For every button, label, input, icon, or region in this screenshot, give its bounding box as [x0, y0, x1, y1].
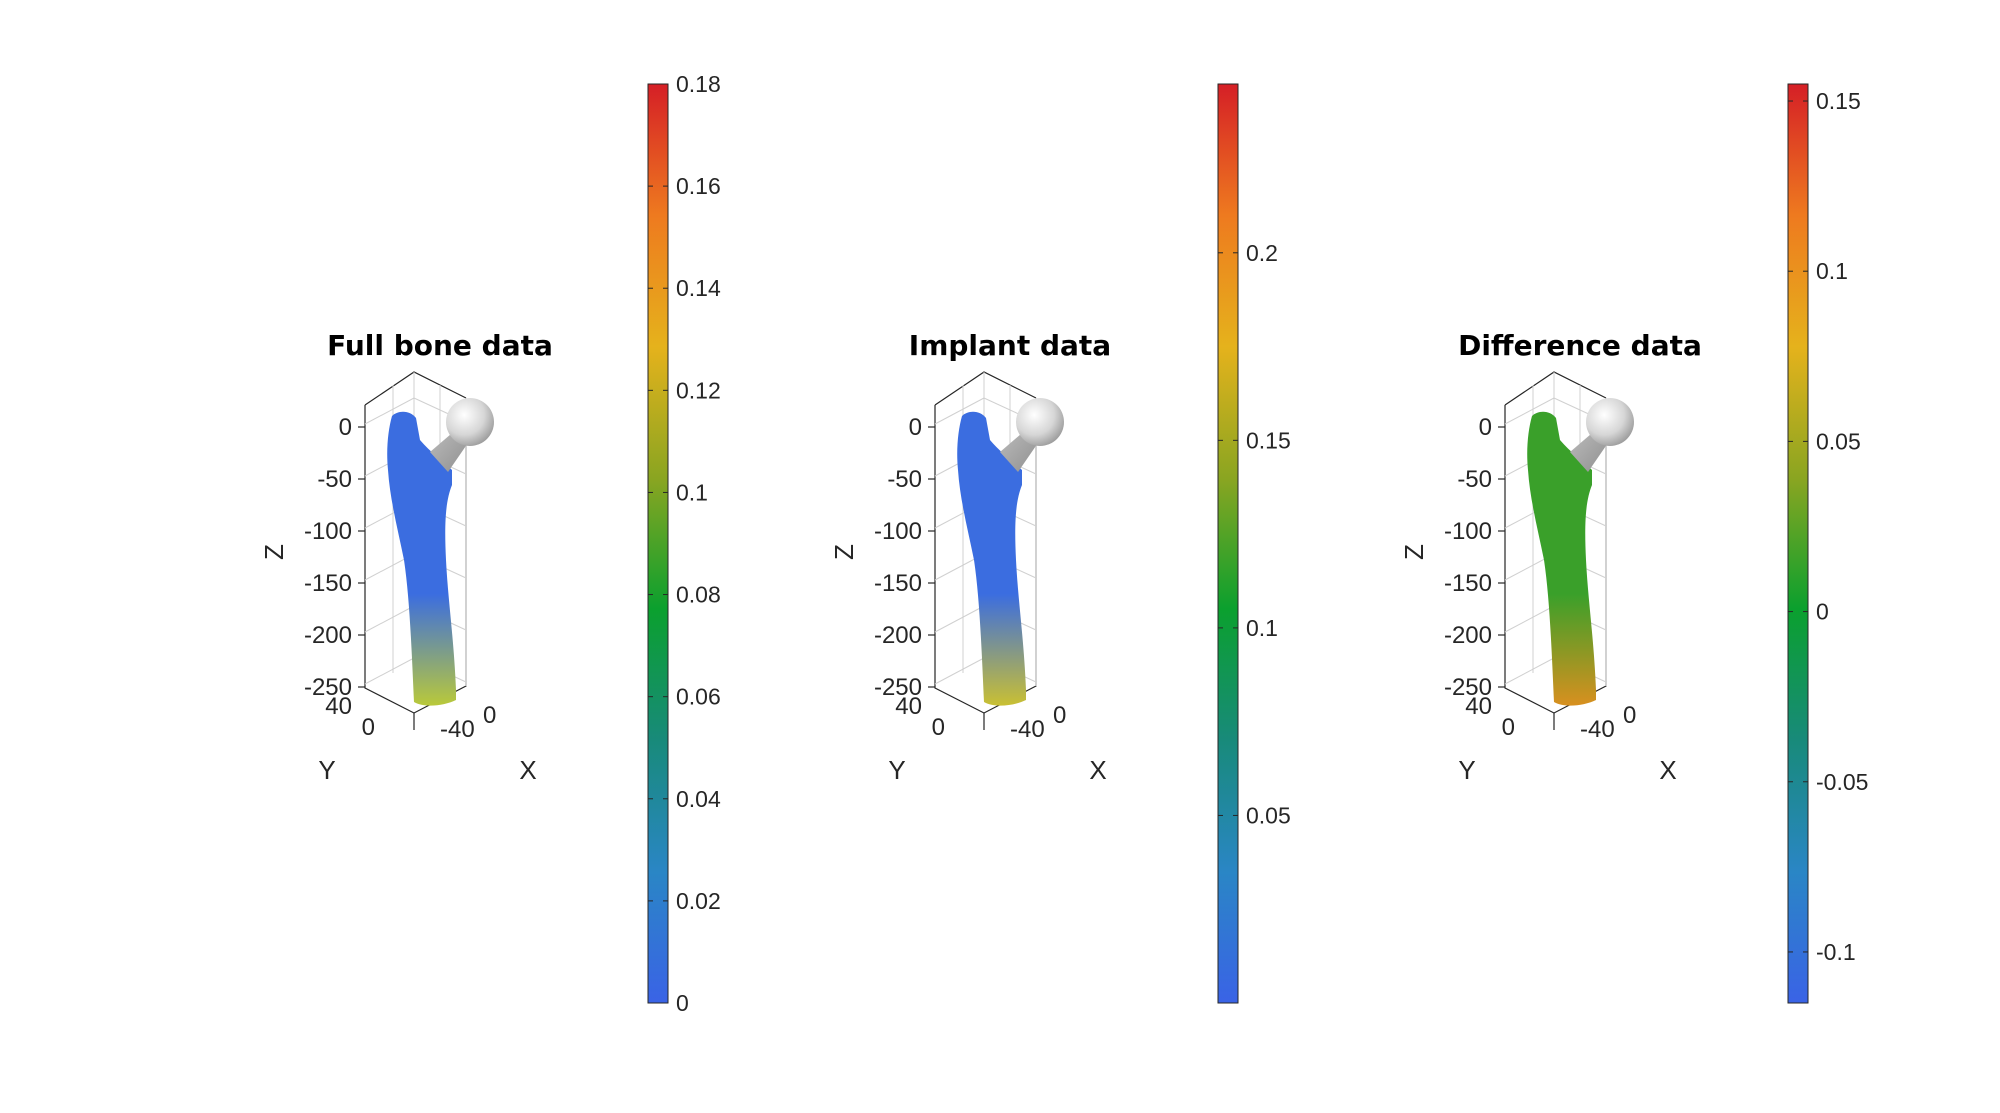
- x-tick-label: -40: [1580, 716, 1615, 743]
- colorbar-tick-label: 0.2: [1246, 240, 1278, 266]
- y-tick-label: 0: [932, 714, 945, 741]
- panel-title: Implant data: [909, 329, 1111, 362]
- bone-shaft: [957, 411, 1026, 706]
- z-tick-label: -50: [317, 466, 352, 493]
- colorbar-tick-label: 0.15: [1816, 88, 1861, 114]
- bone-surface: [1527, 398, 1634, 706]
- z-tick-label: 0: [1479, 414, 1492, 441]
- y-axis-label: Y: [318, 755, 335, 785]
- y-tick-label: 0: [362, 714, 375, 741]
- femoral-head: [1586, 398, 1634, 446]
- z-tick-label: -100: [1444, 518, 1492, 545]
- colorbar-tick-label: 0.06: [676, 684, 721, 710]
- z-tick-label: -100: [304, 518, 352, 545]
- y-tick-label: 0: [1502, 714, 1515, 741]
- x-tick-label: 0: [483, 702, 496, 729]
- colorbar: 0.05 0.1 0.15 0.2: [1217, 83, 1291, 1004]
- panel-title: Full bone data: [327, 329, 553, 362]
- y-axis-label: Y: [888, 755, 905, 785]
- z-tick-label: -150: [1444, 570, 1492, 597]
- x-tick-label: 0: [1623, 702, 1636, 729]
- colorbar-tick-label: 0.1: [676, 479, 708, 505]
- z-tick-label: -200: [874, 622, 922, 649]
- z-tick-label: -250: [304, 674, 352, 701]
- z-tick-label: -50: [1457, 466, 1492, 493]
- z-tick-label: 0: [909, 414, 922, 441]
- y-tick-label: 40: [895, 693, 922, 720]
- colorbar-fill: [1217, 83, 1239, 1004]
- z-tick-label: -250: [874, 674, 922, 701]
- bone-shaft: [1527, 411, 1596, 706]
- colorbar: -0.1 -0.05 0 0.05 0.1 0.15: [1787, 83, 1868, 1004]
- colorbar-tick-label: 0.16: [676, 173, 721, 199]
- x-tick-label: 0: [1053, 702, 1066, 729]
- colorbar-tick-label: 0.14: [676, 275, 721, 301]
- colorbar-tick-label: 0.08: [676, 582, 721, 608]
- z-tick-label: -150: [874, 570, 922, 597]
- x-axis-label: X: [519, 755, 536, 785]
- colorbar-tick-label: 0.05: [1816, 428, 1861, 454]
- x-axis-label: X: [1659, 755, 1676, 785]
- colorbar-tick-label: -0.05: [1816, 769, 1868, 795]
- femoral-head: [446, 398, 494, 446]
- colorbar-tick-label: 0.15: [1246, 427, 1291, 453]
- z-axis-label: Z: [829, 544, 859, 560]
- colorbar-tick-label: 0.1: [1816, 258, 1848, 284]
- bone-surface: [957, 398, 1064, 706]
- colorbar-tick-label: 0: [1816, 599, 1829, 625]
- z-tick-label: -150: [304, 570, 352, 597]
- colorbar-tick-label: 0.1: [1246, 615, 1278, 641]
- colorbar-tick-label: 0.18: [676, 71, 721, 97]
- z-tick-label: -200: [304, 622, 352, 649]
- colorbar-fill: [647, 83, 669, 1004]
- bone-shaft: [387, 411, 456, 706]
- z-axis-label: Z: [259, 544, 289, 560]
- colorbar-tick-label: 0.05: [1246, 802, 1291, 828]
- y-axis-label: Y: [1458, 755, 1475, 785]
- femoral-head: [1016, 398, 1064, 446]
- colorbar-tick-label: -0.1: [1816, 939, 1856, 965]
- panel-title: Difference data: [1458, 329, 1702, 362]
- z-tick-label: -200: [1444, 622, 1492, 649]
- bone-surface: [387, 398, 494, 706]
- colorbar: 0 0.02 0.04 0.06 0.08 0.1 0.12 0.14 0.16 0.18: [647, 71, 721, 1016]
- z-axis-label: Z: [1399, 544, 1429, 560]
- z-tick-label: -250: [1444, 674, 1492, 701]
- colorbar-tick-label: 0: [676, 990, 689, 1016]
- x-tick-label: -40: [1010, 716, 1045, 743]
- y-tick-label: 40: [1465, 693, 1492, 720]
- z-tick-label: -100: [874, 518, 922, 545]
- z-tick-label: 0: [339, 414, 352, 441]
- colorbar-tick-label: 0.02: [676, 888, 721, 914]
- colorbar-fill: [1787, 83, 1809, 1004]
- y-tick-label: 40: [325, 693, 352, 720]
- colorbar-tick-label: 0.12: [676, 377, 721, 403]
- x-tick-label: -40: [440, 716, 475, 743]
- x-axis-label: X: [1089, 755, 1106, 785]
- colorbar-tick-label: 0.04: [676, 786, 721, 812]
- z-tick-label: -50: [887, 466, 922, 493]
